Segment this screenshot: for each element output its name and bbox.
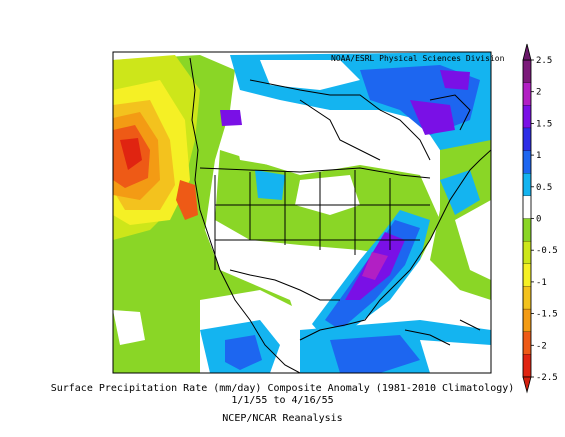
colorbar-tick-label: -2 — [536, 341, 547, 351]
colorbar-tick-label: -2.5 — [536, 373, 558, 383]
colorbar-swatch — [522, 105, 532, 129]
colorbar-swatch — [522, 240, 532, 265]
colorbar-swatch — [522, 195, 532, 220]
colorbar-swatch — [522, 150, 532, 174]
colorbar-tick-label: -1 — [536, 278, 547, 288]
data-source-credit: NOAA/ESRL Physical Sciences Division — [331, 54, 505, 63]
map-panel — [112, 51, 492, 374]
colorbar-swatch — [522, 59, 532, 84]
colorbar-tick-label: 0 — [536, 215, 541, 225]
colorbar-tick-label: 1.5 — [536, 119, 552, 129]
colorbar-ticks: 2.5 2 1.5 1 0.5 0 -0.5 -1 -1.5 -2 -2.5 — [531, 56, 558, 383]
figure-title: Surface Precipitation Rate (mm/day) Comp… — [50, 383, 515, 394]
colorbar-swatch — [522, 308, 532, 333]
anomaly-shading — [113, 52, 491, 373]
colorbar-tick-label: 1 — [536, 151, 541, 161]
colorbar-bottom-arrow — [522, 376, 532, 394]
colorbar-swatches — [522, 59, 532, 378]
colorbar-swatch — [522, 331, 532, 355]
colorbar-tick-label: 2.5 — [536, 56, 552, 66]
colorbar-top-arrow — [522, 43, 532, 61]
colorbar-swatch — [522, 127, 532, 152]
colorbar: 2.5 2 1.5 1 0.5 0 -0.5 -1 -1.5 -2 -2.5 — [522, 43, 558, 394]
colorbar-swatch — [522, 354, 532, 378]
colorbar-tick-label: 2 — [536, 88, 541, 98]
colorbar-swatch — [522, 82, 532, 106]
colorbar-swatch — [522, 286, 532, 310]
colorbar-tick-label: 0.5 — [536, 183, 552, 193]
colorbar-swatch — [522, 263, 532, 288]
dataset-name: NCEP/NCAR Reanalysis — [222, 413, 343, 424]
coastlines-and-borders — [189, 57, 491, 373]
date-range: 1/1/55 to 4/16/55 — [231, 395, 334, 406]
colorbar-tick-label: -1.5 — [536, 310, 558, 320]
colorbar-swatch — [522, 218, 532, 242]
colorbar-swatch — [522, 173, 532, 197]
colorbar-tick-label: -0.5 — [536, 246, 558, 256]
map-frame — [112, 51, 492, 374]
